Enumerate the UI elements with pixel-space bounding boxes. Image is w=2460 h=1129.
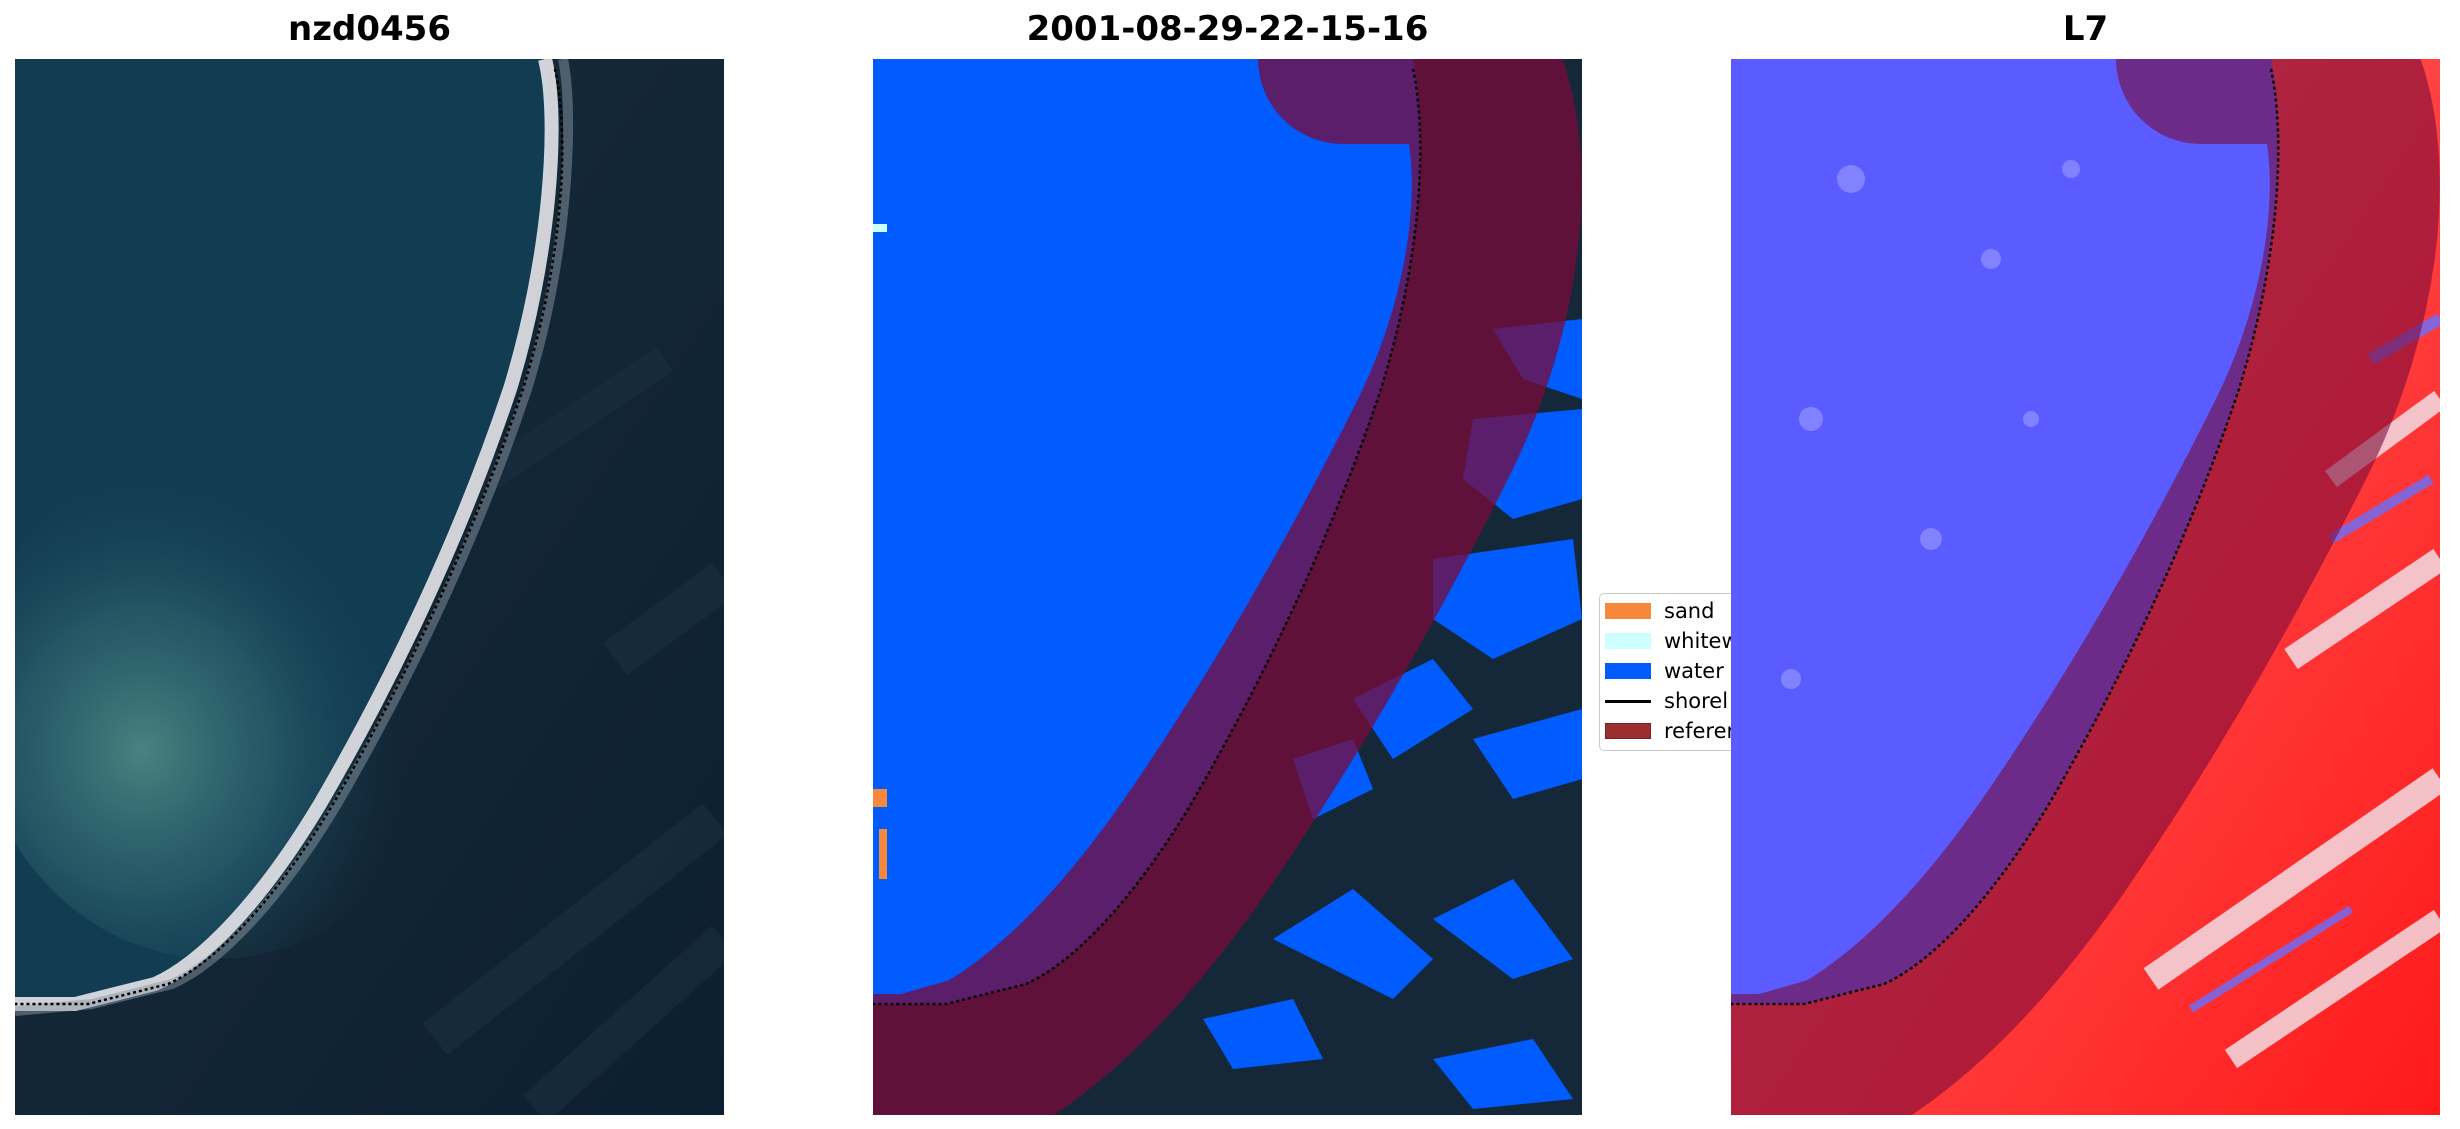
legend-item-water: water: [1600, 654, 1798, 684]
water-texture: [1781, 160, 2080, 689]
reference-swatch: [1605, 723, 1651, 739]
index-panel: [1731, 59, 2440, 1115]
panel-title-image: nzd0456: [288, 9, 451, 49]
legend-item-shoreline: shorel: [1600, 684, 1798, 714]
panel-title-satellite: L7: [2062, 9, 2109, 49]
legend: sand whitew water shorel referer: [1599, 593, 1799, 751]
sand-pixel: [873, 789, 887, 807]
land-texture: [422, 346, 724, 1115]
legend-item-reference: referer: [1600, 714, 1798, 744]
water-swatch: [1605, 663, 1651, 679]
reference-buffer: [873, 59, 1582, 1115]
shoreline: [1731, 68, 2280, 1006]
whitewater-swatch: [1605, 633, 1651, 649]
whitewater-pixel: [873, 224, 887, 232]
shoreline: [15, 68, 564, 1006]
water-class: [873, 59, 1421, 1004]
index-image: [1731, 59, 2440, 1115]
legend-label: shorel: [1664, 689, 1729, 713]
classified-image: [873, 59, 1582, 1115]
rgb-image: [15, 59, 724, 1115]
land-streaks: [2143, 313, 2440, 1069]
legend-item-whitewater: whitew: [1600, 624, 1798, 654]
legend-item-sand: sand: [1600, 594, 1798, 624]
legend-label: water: [1664, 659, 1724, 683]
classification-panel: [873, 59, 1582, 1115]
panel-title-date: 2001-08-29-22-15-16: [1026, 9, 1429, 49]
sediment-plume: [15, 439, 455, 959]
rgb-image-panel: [15, 59, 724, 1115]
shoreline: [873, 68, 1422, 1006]
water-index: [1731, 59, 2279, 1004]
sand-pixel: [879, 829, 887, 879]
legend-label: referer: [1664, 719, 1736, 743]
legend-label: whitew: [1664, 629, 1739, 653]
beach-band: [15, 59, 559, 1011]
shoreline-line-swatch: [1605, 700, 1651, 703]
legend-label: sand: [1664, 599, 1715, 623]
sand-swatch: [1605, 603, 1651, 619]
reference-buffer: [1731, 59, 2440, 1115]
